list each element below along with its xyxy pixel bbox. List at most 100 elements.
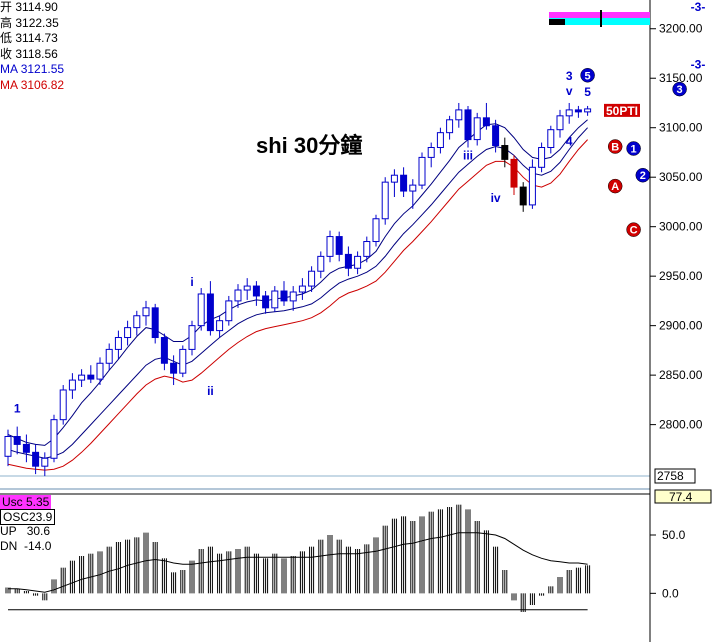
candle-body <box>206 293 214 332</box>
candle-body <box>271 290 279 309</box>
candle-body <box>510 158 518 188</box>
wave-circle-label: 2 <box>640 170 646 182</box>
candle <box>528 159 536 209</box>
candle-body <box>179 348 187 374</box>
y-tick-label: 2800.00 <box>659 418 703 432</box>
wave-circle-label: A <box>611 181 619 193</box>
price-axis: 3200.00 3150.00 3100.00 3050.00 3000.00 2950.… <box>649 0 712 642</box>
pti-bg <box>604 103 640 117</box>
candle <box>372 214 380 247</box>
candle-body <box>565 109 573 117</box>
candle <box>501 137 509 168</box>
osc-signal-line <box>8 532 588 593</box>
candle <box>96 357 104 386</box>
oscillator-panel <box>0 493 650 612</box>
candle-body <box>446 119 454 134</box>
candle <box>446 115 454 140</box>
candle-body <box>289 291 297 302</box>
ma2-row: MA 3106.82 <box>0 77 65 92</box>
ma-band-upper <box>7 119 588 446</box>
candle-body <box>280 290 288 302</box>
candle-body <box>160 337 168 364</box>
candle <box>234 284 242 308</box>
candle <box>105 343 113 371</box>
ma1-row: MA 3121.55 <box>0 62 65 77</box>
candle-body <box>216 320 224 332</box>
candle <box>354 251 362 275</box>
candle-body <box>538 147 546 168</box>
candle <box>68 373 76 399</box>
wave-circle-bg <box>607 178 623 194</box>
candle <box>510 155 518 196</box>
candle <box>482 102 490 130</box>
wave-circle-bg <box>607 139 623 154</box>
usc-value: Usc 5.35 <box>0 495 52 509</box>
candle-body <box>4 435 12 457</box>
wave-circle-label: 3 <box>677 84 683 96</box>
y-tick-label: 3150.00 <box>659 71 703 85</box>
wave-circle-bg <box>672 81 687 97</box>
wave-circle-bg <box>626 222 641 237</box>
wave-circle: C <box>626 222 641 237</box>
candle-body <box>170 362 178 374</box>
candle <box>363 236 371 263</box>
low-row: 低 3114.73 <box>0 31 58 46</box>
candle-body <box>363 241 371 257</box>
wave-circle: 1 <box>626 141 641 156</box>
candle-body <box>556 115 564 131</box>
wave-circle-label: B <box>611 142 619 154</box>
wave-label: v <box>566 84 573 98</box>
wave-circle-label: C <box>630 225 638 237</box>
candle-body <box>234 289 242 302</box>
candle <box>32 444 40 475</box>
candle-body <box>390 174 398 183</box>
candle <box>197 288 205 331</box>
candle <box>124 320 132 346</box>
candle <box>538 142 546 173</box>
wave-circle: 2 <box>635 167 651 183</box>
ma-band-lower <box>7 139 588 471</box>
pti-box: 50PTI <box>604 103 640 118</box>
ohlc-box: 开 3114.90 高 3122.35 低 3114.73 收 3118.56 … <box>0 0 72 94</box>
wave-label: ii <box>207 384 214 398</box>
wave-circle: 5 <box>580 68 595 83</box>
candle <box>565 102 573 124</box>
candle-body <box>519 186 527 206</box>
candle <box>78 369 86 388</box>
candle <box>436 127 444 154</box>
candle <box>344 246 352 277</box>
candle-body <box>59 389 67 421</box>
last-price-tag <box>654 468 696 484</box>
candle <box>492 119 500 153</box>
wave-circle-bg <box>580 68 595 83</box>
candle-body <box>105 348 113 364</box>
candle <box>225 295 233 326</box>
wave-label: 4 <box>566 135 573 149</box>
candle-body <box>68 379 76 391</box>
candle <box>262 291 270 314</box>
candle <box>317 251 325 279</box>
candle <box>547 125 555 154</box>
wave-circle-bg <box>635 167 651 183</box>
candle-body <box>114 337 122 350</box>
indicator-strip-top <box>549 12 650 18</box>
wave-circle-label: 5 <box>585 70 591 82</box>
osc-value: OSC23.9 <box>0 508 56 525</box>
candle-body <box>22 443 30 453</box>
candle <box>114 330 122 360</box>
candle-body <box>547 129 555 149</box>
candle-body <box>574 109 582 113</box>
candle-body <box>473 117 481 141</box>
candle-body <box>78 374 86 381</box>
candle-body <box>133 315 141 329</box>
candle <box>216 315 224 338</box>
osc-legend: Usc 5.35 OSC23.9 UP 30.6 DN -14.0 <box>0 495 56 553</box>
candle-body <box>492 125 500 147</box>
candle <box>133 310 141 336</box>
candle <box>87 365 95 384</box>
candle <box>519 182 527 212</box>
price-panel <box>0 102 650 490</box>
y-tick-label: 2900.00 <box>659 319 703 333</box>
candle-body <box>32 451 40 467</box>
